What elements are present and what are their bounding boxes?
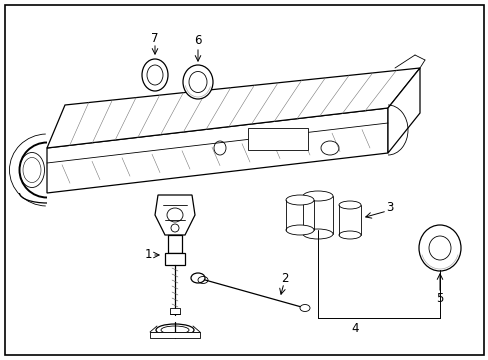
Ellipse shape: [303, 229, 332, 239]
Ellipse shape: [338, 231, 360, 239]
Ellipse shape: [183, 65, 213, 99]
Text: 6: 6: [194, 33, 202, 46]
Ellipse shape: [303, 191, 332, 201]
Polygon shape: [47, 108, 387, 193]
Ellipse shape: [299, 305, 309, 311]
Ellipse shape: [142, 59, 168, 91]
Text: 7: 7: [151, 31, 159, 45]
Ellipse shape: [156, 324, 194, 336]
Ellipse shape: [191, 273, 204, 283]
Ellipse shape: [338, 201, 360, 209]
Text: 2: 2: [281, 271, 288, 284]
Polygon shape: [155, 195, 195, 235]
Polygon shape: [387, 68, 419, 153]
Polygon shape: [47, 68, 419, 148]
Ellipse shape: [418, 225, 460, 271]
Text: 3: 3: [386, 202, 393, 215]
Bar: [170, 308, 180, 314]
Bar: [164, 253, 184, 265]
Text: 5: 5: [435, 292, 443, 305]
Bar: [168, 235, 182, 253]
Ellipse shape: [285, 195, 313, 205]
Text: 1: 1: [144, 248, 151, 261]
Bar: [247, 128, 307, 150]
Ellipse shape: [285, 225, 313, 235]
Ellipse shape: [171, 224, 179, 232]
Bar: [150, 332, 200, 338]
Text: 4: 4: [350, 321, 358, 334]
